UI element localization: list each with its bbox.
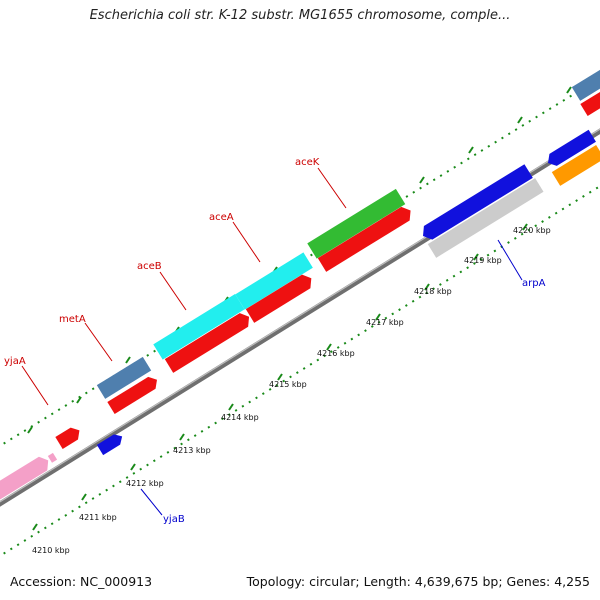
scale-label-4210: 4210 kbp bbox=[32, 546, 70, 555]
gene-label-arpA: arpA bbox=[522, 278, 546, 289]
scale-label-4218: 4218 kbp bbox=[414, 287, 452, 296]
gene-feature-aceB[interactable] bbox=[153, 294, 245, 360]
scale-label-4216: 4216 kbp bbox=[317, 349, 355, 358]
topology-label: Topology: circular; Length: 4,639,675 bp… bbox=[246, 574, 590, 589]
gene-label-yjaB: yjaB bbox=[163, 514, 185, 525]
gene-feature-yjaB[interactable] bbox=[96, 431, 125, 456]
scale-label-4214: 4214 kbp bbox=[221, 413, 259, 422]
gene-feature-aceA[interactable] bbox=[235, 252, 313, 310]
gene-label-metA: metA bbox=[59, 314, 86, 325]
scale-label-4211: 4211 kbp bbox=[79, 513, 117, 522]
scale-label-4219: 4219 kbp bbox=[464, 256, 502, 265]
gene-feature-orange[interactable] bbox=[551, 144, 600, 186]
gene-feature-red-metA[interactable] bbox=[107, 374, 160, 414]
gene-feature-aceK[interactable] bbox=[307, 188, 406, 259]
scale-label-4212: 4212 kbp bbox=[126, 479, 164, 488]
gene-feature-steelblue-top[interactable] bbox=[571, 66, 600, 101]
lower-tick-track bbox=[0, 184, 600, 558]
gene-label-aceB: aceB bbox=[137, 261, 162, 272]
gene-label-aceA: aceA bbox=[209, 212, 234, 223]
gene-label-aceK: aceK bbox=[295, 157, 320, 168]
lower-major-ticks bbox=[32, 223, 528, 531]
gene-feature-red-yjaA[interactable] bbox=[55, 424, 83, 449]
scale-label-4213: 4213 kbp bbox=[173, 446, 211, 455]
gene-labels: yjaA metA aceB aceA aceK yjaB arpA bbox=[4, 157, 546, 525]
scale-label-4220: 4220 kbp bbox=[513, 226, 551, 235]
scale-label-4215: 4215 kbp bbox=[269, 380, 307, 389]
gene-feature-red-aceA[interactable] bbox=[245, 271, 316, 323]
gene-feature-blue-long[interactable] bbox=[419, 164, 533, 243]
gene-feature-metA[interactable] bbox=[96, 356, 152, 399]
gene-feature-red-top[interactable] bbox=[580, 88, 600, 116]
gene-feature-pink[interactable] bbox=[0, 449, 59, 502]
scale-label-4217: 4217 kbp bbox=[366, 318, 404, 327]
gene-feature-blue-right[interactable] bbox=[544, 129, 596, 169]
scale-labels: 4210 kbp 4211 kbp 4212 kbp 4213 kbp 4214… bbox=[32, 226, 551, 555]
upper-tick-track bbox=[0, 76, 600, 448]
gene-feature-red-aceK[interactable] bbox=[317, 204, 415, 272]
label-leaders bbox=[21, 167, 523, 516]
accession-label: Accession: NC_000913 bbox=[10, 574, 153, 589]
gene-label-yjaA: yjaA bbox=[4, 356, 26, 367]
gene-feature-red-aceB[interactable] bbox=[164, 310, 253, 373]
gene-feature-arpA[interactable] bbox=[427, 178, 544, 258]
genome-title: Escherichia coli str. K-12 substr. MG165… bbox=[89, 8, 511, 23]
gene-features bbox=[0, 66, 600, 502]
